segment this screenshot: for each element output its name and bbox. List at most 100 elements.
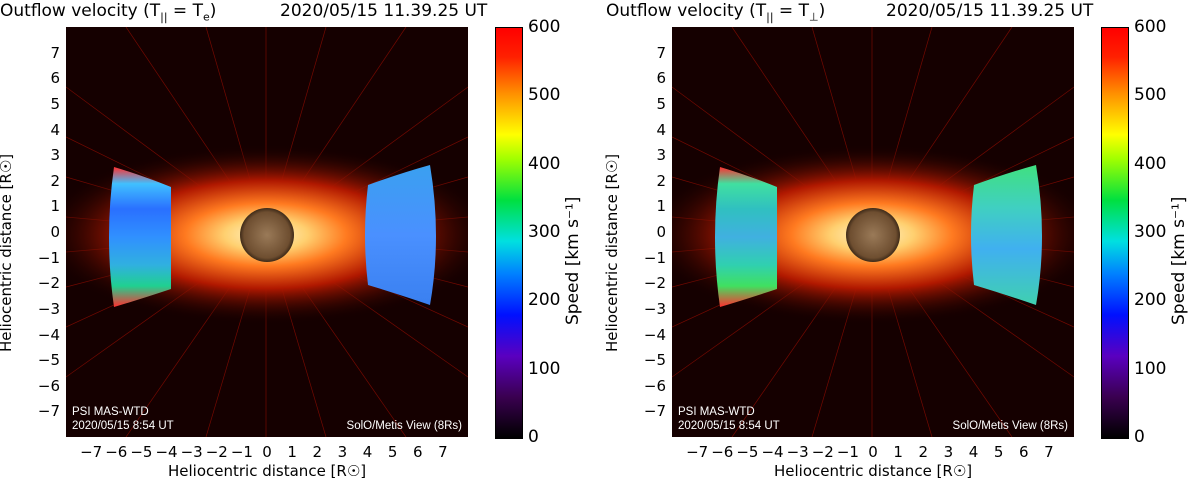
corona-svg xyxy=(672,27,1074,437)
colorbar-tick-label: 400 xyxy=(528,153,561,174)
x-tick-label: 5 xyxy=(387,443,398,461)
x-tick-label: −2 xyxy=(205,443,228,461)
x-tick-label: −1 xyxy=(230,443,253,461)
x-tick-label: 1 xyxy=(893,443,903,461)
model-label: PSI MAS-WTD 2020/05/15 8:54 UT xyxy=(72,406,174,432)
y-tick-label: 0 xyxy=(50,223,60,241)
colorbar-tick-label: 500 xyxy=(528,85,561,106)
colorbar-tick-label: 0 xyxy=(528,427,539,447)
x-tick-label: 4 xyxy=(968,443,979,461)
y-tick-label: −4 xyxy=(643,325,666,344)
x-axis-label: Heliocentric distance [R☉] xyxy=(774,462,973,480)
y-tick-label: 7 xyxy=(50,43,60,62)
colorbar-label: Speed [km s⁻¹] xyxy=(1169,196,1189,325)
y-axis-label: Heliocentric distance [R☉] xyxy=(0,153,15,352)
y-tick-label: −6 xyxy=(643,376,666,395)
velocity-wedge-west xyxy=(971,165,1042,305)
y-tick-label: −2 xyxy=(37,274,60,293)
colorbar-tick-label: 200 xyxy=(1134,290,1167,311)
colorbar xyxy=(495,27,523,439)
x-tick-label: 7 xyxy=(438,443,448,461)
x-tick-label: 6 xyxy=(412,443,423,461)
y-tick-label: 1 xyxy=(50,197,60,216)
y-tick-label: −5 xyxy=(643,351,666,370)
colorbar-label: Speed [km s⁻¹] xyxy=(563,196,583,325)
panel-title: Outflow velocity (T|| = Te) 2020/05/15 1… xyxy=(0,1,488,24)
y-tick-label: 6 xyxy=(656,69,666,88)
sun-disk xyxy=(846,208,900,262)
colorbar-tick-label: 600 xyxy=(528,17,561,37)
y-tick-label: −4 xyxy=(37,325,60,344)
colorbar-tick-label: 300 xyxy=(1134,222,1167,242)
y-tick-label: 0 xyxy=(656,223,666,241)
y-tick-label: −7 xyxy=(37,402,60,421)
x-tick-label: −7 xyxy=(80,443,103,461)
y-tick-label: 4 xyxy=(50,120,60,139)
y-tick-label: 3 xyxy=(50,146,60,165)
y-tick-label: 2 xyxy=(50,171,60,190)
x-tick-label: −1 xyxy=(836,443,859,461)
x-tick-label: −7 xyxy=(686,443,709,461)
x-tick-label: 6 xyxy=(1018,443,1029,461)
x-axis-label: Heliocentric distance [R☉] xyxy=(168,462,367,480)
corona-image: PSI MAS-WTD 2020/05/15 8:54 UT SolO/Meti… xyxy=(66,27,468,437)
colorbar-tick-label: 600 xyxy=(1134,17,1167,37)
x-tick-label: 3 xyxy=(337,443,348,461)
x-tick-label: −3 xyxy=(786,443,809,461)
colorbar-tick-label: 400 xyxy=(1134,153,1167,174)
colorbar-tick-label: 100 xyxy=(528,358,561,379)
velocity-wedge-east xyxy=(109,167,171,307)
x-tick-label: 0 xyxy=(262,443,272,461)
x-tick-label: 7 xyxy=(1044,443,1054,461)
x-tick-label: −2 xyxy=(811,443,834,461)
velocity-wedge-west xyxy=(365,165,436,305)
y-tick-label: 1 xyxy=(656,197,666,216)
y-tick-label: 6 xyxy=(50,69,60,88)
y-tick-label: −6 xyxy=(37,376,60,395)
y-tick-label: −3 xyxy=(37,299,60,318)
y-tick-label: −1 xyxy=(643,248,666,267)
x-tick-label: 2 xyxy=(918,443,929,461)
y-tick-label: 2 xyxy=(656,171,666,190)
x-tick-label: −5 xyxy=(130,443,153,461)
velocity-wedge-east xyxy=(715,167,777,307)
colorbar-tick-label: 0 xyxy=(1134,427,1145,447)
y-tick-label: −1 xyxy=(37,248,60,267)
corona-image: PSI MAS-WTD 2020/05/15 8:54 UT SolO/Meti… xyxy=(672,27,1074,437)
y-tick-label: 4 xyxy=(656,120,666,139)
x-tick-label: −6 xyxy=(711,443,734,461)
colorbar xyxy=(1101,27,1129,439)
colorbar-tick-label: 300 xyxy=(528,222,561,242)
timestamp: 2020/05/15 11.39.25 UT xyxy=(280,1,488,21)
y-tick-label: −5 xyxy=(37,351,60,370)
x-tick-label: −4 xyxy=(155,443,178,461)
panel-right: Outflow velocity (T|| = T⊥) 2020/05/15 1… xyxy=(603,0,1200,490)
corona-svg xyxy=(66,27,468,437)
y-tick-label: 5 xyxy=(656,94,666,113)
x-tick-label: −3 xyxy=(180,443,203,461)
y-tick-label: 5 xyxy=(50,94,60,113)
view-label: SolO/Metis View (8Rs) xyxy=(952,420,1068,432)
panel-left: Outflow velocity (T|| = Te) 2020/05/15 1… xyxy=(0,1,583,480)
y-axis-label: Heliocentric distance [R☉] xyxy=(603,153,621,352)
x-tick-label: −6 xyxy=(105,443,128,461)
colorbar-tick-label: 500 xyxy=(1134,85,1167,106)
x-tick-label: −4 xyxy=(761,443,784,461)
y-tick-label: −3 xyxy=(643,299,666,318)
timestamp: 2020/05/15 11.39.25 UT xyxy=(886,1,1094,21)
x-tick-label: 0 xyxy=(868,443,878,461)
panel-title: Outflow velocity (T|| = T⊥) 2020/05/15 1… xyxy=(606,1,1094,24)
colorbar-tick-label: 100 xyxy=(1134,358,1167,379)
x-tick-label: 1 xyxy=(287,443,297,461)
y-tick-label: 3 xyxy=(656,146,666,165)
x-tick-label: 2 xyxy=(312,443,323,461)
view-label: SolO/Metis View (8Rs) xyxy=(346,420,462,432)
x-tick-label: 3 xyxy=(943,443,954,461)
x-tick-label: 5 xyxy=(993,443,1004,461)
y-tick-label: −2 xyxy=(643,274,666,293)
x-tick-label: −5 xyxy=(736,443,759,461)
y-tick-label: −7 xyxy=(643,402,666,421)
x-tick-label: 4 xyxy=(362,443,373,461)
model-label: PSI MAS-WTD 2020/05/15 8:54 UT xyxy=(678,406,780,432)
y-tick-label: 7 xyxy=(656,43,666,62)
